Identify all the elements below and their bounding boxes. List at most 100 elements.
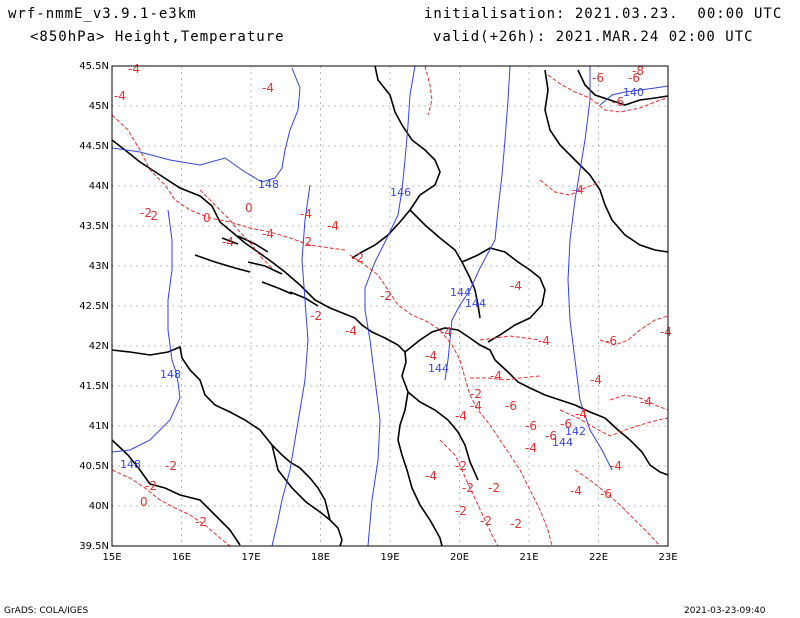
- temperature-contour-label: -6: [628, 71, 640, 85]
- height-contour-label: 144: [428, 362, 449, 375]
- temp-contour-a: [111, 114, 346, 251]
- lat-tick-label: 41.5N: [79, 381, 109, 392]
- montenegro-albania-border: [404, 327, 496, 361]
- slovenia-croatia-border: [351, 65, 441, 259]
- model-title: wrf-nmmE_v3.9.1-e3km: [8, 6, 197, 22]
- coastline-and-borders: [111, 65, 669, 547]
- height-contour-148: [111, 147, 276, 453]
- height-contour-label: 148: [258, 178, 279, 191]
- temperature-contour-label: -4: [570, 484, 582, 498]
- temp-contour-l: [199, 189, 273, 269]
- lat-tick-label: 42.5N: [79, 301, 109, 312]
- lat-tick-label: 45.5N: [79, 61, 109, 72]
- lat-tick-label: 40N: [89, 501, 109, 512]
- temperature-contour-label: -2: [195, 515, 207, 529]
- temperature-contour-label: -4: [470, 399, 482, 413]
- italy-heel: [271, 444, 331, 521]
- temperature-contour-label: -2: [380, 289, 392, 303]
- temperature-contour-label: -6: [560, 417, 572, 431]
- bulgaria-border: [544, 69, 669, 253]
- temperature-contour-label: -8: [632, 64, 644, 78]
- italy-south-coast: [111, 439, 241, 546]
- temp-contour-g: [599, 315, 669, 346]
- temp-contour-h: [559, 409, 669, 437]
- lat-lon-grid: [111, 65, 669, 547]
- footer-credit: GrADS: COLA/IGES: [4, 606, 89, 616]
- height-contour-146: [364, 65, 416, 547]
- temperature-contour-label: -6: [605, 334, 617, 348]
- serbia-kosovo-border: [461, 247, 546, 343]
- temperature-contour-label: 0: [245, 201, 253, 215]
- temp-contour-i: [111, 469, 231, 547]
- temperature-contour-label: -2: [510, 517, 522, 531]
- init-time: initialisation: 2021.03.23. 00:00 UTC: [424, 6, 783, 22]
- temperature-contour-label: -4: [455, 409, 467, 423]
- lon-tick-label: 18E: [311, 552, 330, 563]
- temp-contour-m: [609, 394, 669, 411]
- temperature-contour-label: -2: [146, 209, 158, 223]
- lat-tick-label: 43.5N: [79, 221, 109, 232]
- height-contour-west: [274, 67, 301, 179]
- temperature-contour-label: -2: [165, 459, 177, 473]
- temperature-contour-label: -4: [262, 227, 274, 241]
- height-contour-144: [444, 65, 511, 381]
- temperature-contour-label: -2: [145, 479, 157, 493]
- temp-contour-d: [547, 74, 669, 113]
- temperature-contour-label: -4: [610, 459, 622, 473]
- temperature-contour-label: -2: [488, 481, 500, 495]
- temperature-contour-label: -2: [480, 514, 492, 528]
- height-contour-label: 148: [160, 368, 181, 381]
- temperature-contour-label: -4: [114, 89, 126, 103]
- temperature-contour-label: -2: [470, 387, 482, 401]
- temperature-contour-label: -4: [262, 81, 274, 95]
- temperature-contour-label: -4: [300, 207, 312, 221]
- temperature-contours: [111, 65, 669, 547]
- temperature-contour-label: -4: [525, 441, 537, 455]
- temperature-contour-label: -4: [538, 334, 550, 348]
- lat-tick-label: 41N: [89, 421, 109, 432]
- lat-tick-label: 39.5N: [79, 541, 109, 552]
- temperature-contour-label: -2: [310, 309, 322, 323]
- lon-tick-label: 16E: [172, 552, 191, 563]
- lon-tick-label: 19E: [380, 552, 399, 563]
- temperature-contour-label: -2: [140, 206, 152, 220]
- height-contour-148-south: [271, 184, 311, 547]
- temperature-contour-label: -6: [525, 419, 537, 433]
- lat-tick-label: 45N: [89, 101, 109, 112]
- lon-tick-label: 21E: [519, 552, 538, 563]
- temperature-contour-label: -2: [462, 481, 474, 495]
- temperature-contour-label: -4: [640, 395, 652, 409]
- temperature-contour-label: -4: [327, 219, 339, 233]
- lat-tick-label: 44N: [89, 181, 109, 192]
- greece-border: [407, 391, 479, 481]
- footer-timestamp: 2021-03-23-09:40: [684, 606, 766, 616]
- temperature-contour-label: -4: [425, 469, 437, 483]
- temperature-contour-label: -6: [600, 487, 612, 501]
- temperature-contour-label: -6: [545, 429, 557, 443]
- lon-tick-label: 17E: [241, 552, 260, 563]
- temperature-contour-label: -4: [128, 62, 140, 76]
- temperature-contour-label: -4: [572, 183, 584, 197]
- temperature-contour-label: -2: [352, 251, 364, 265]
- macedonia-border: [494, 359, 606, 419]
- height-contour-label: 144: [552, 436, 573, 449]
- height-contour-142: [567, 66, 613, 471]
- temperature-contour-label: -4: [490, 369, 502, 383]
- temperature-contour-label: -4: [590, 373, 602, 387]
- temperature-contour-label: -4: [345, 324, 357, 338]
- temp-contour-f: [470, 335, 541, 381]
- lon-tick-label: 23E: [658, 552, 677, 563]
- lat-tick-label: 42N: [89, 341, 109, 352]
- temperature-contour-label: -6: [505, 399, 517, 413]
- temperature-contour-label: -4: [222, 235, 234, 249]
- italy-heel-tip: [329, 519, 343, 547]
- temp-contour-j: [439, 439, 499, 547]
- temperature-contour-label: 0: [203, 211, 211, 225]
- temperature-contour-label: -4: [660, 325, 672, 339]
- east-border: [577, 69, 669, 106]
- fields-title: <850hPa> Height,Temperature: [30, 29, 285, 45]
- adriatic-coast-north: [111, 139, 443, 547]
- temperature-contour-label: -2: [455, 504, 467, 518]
